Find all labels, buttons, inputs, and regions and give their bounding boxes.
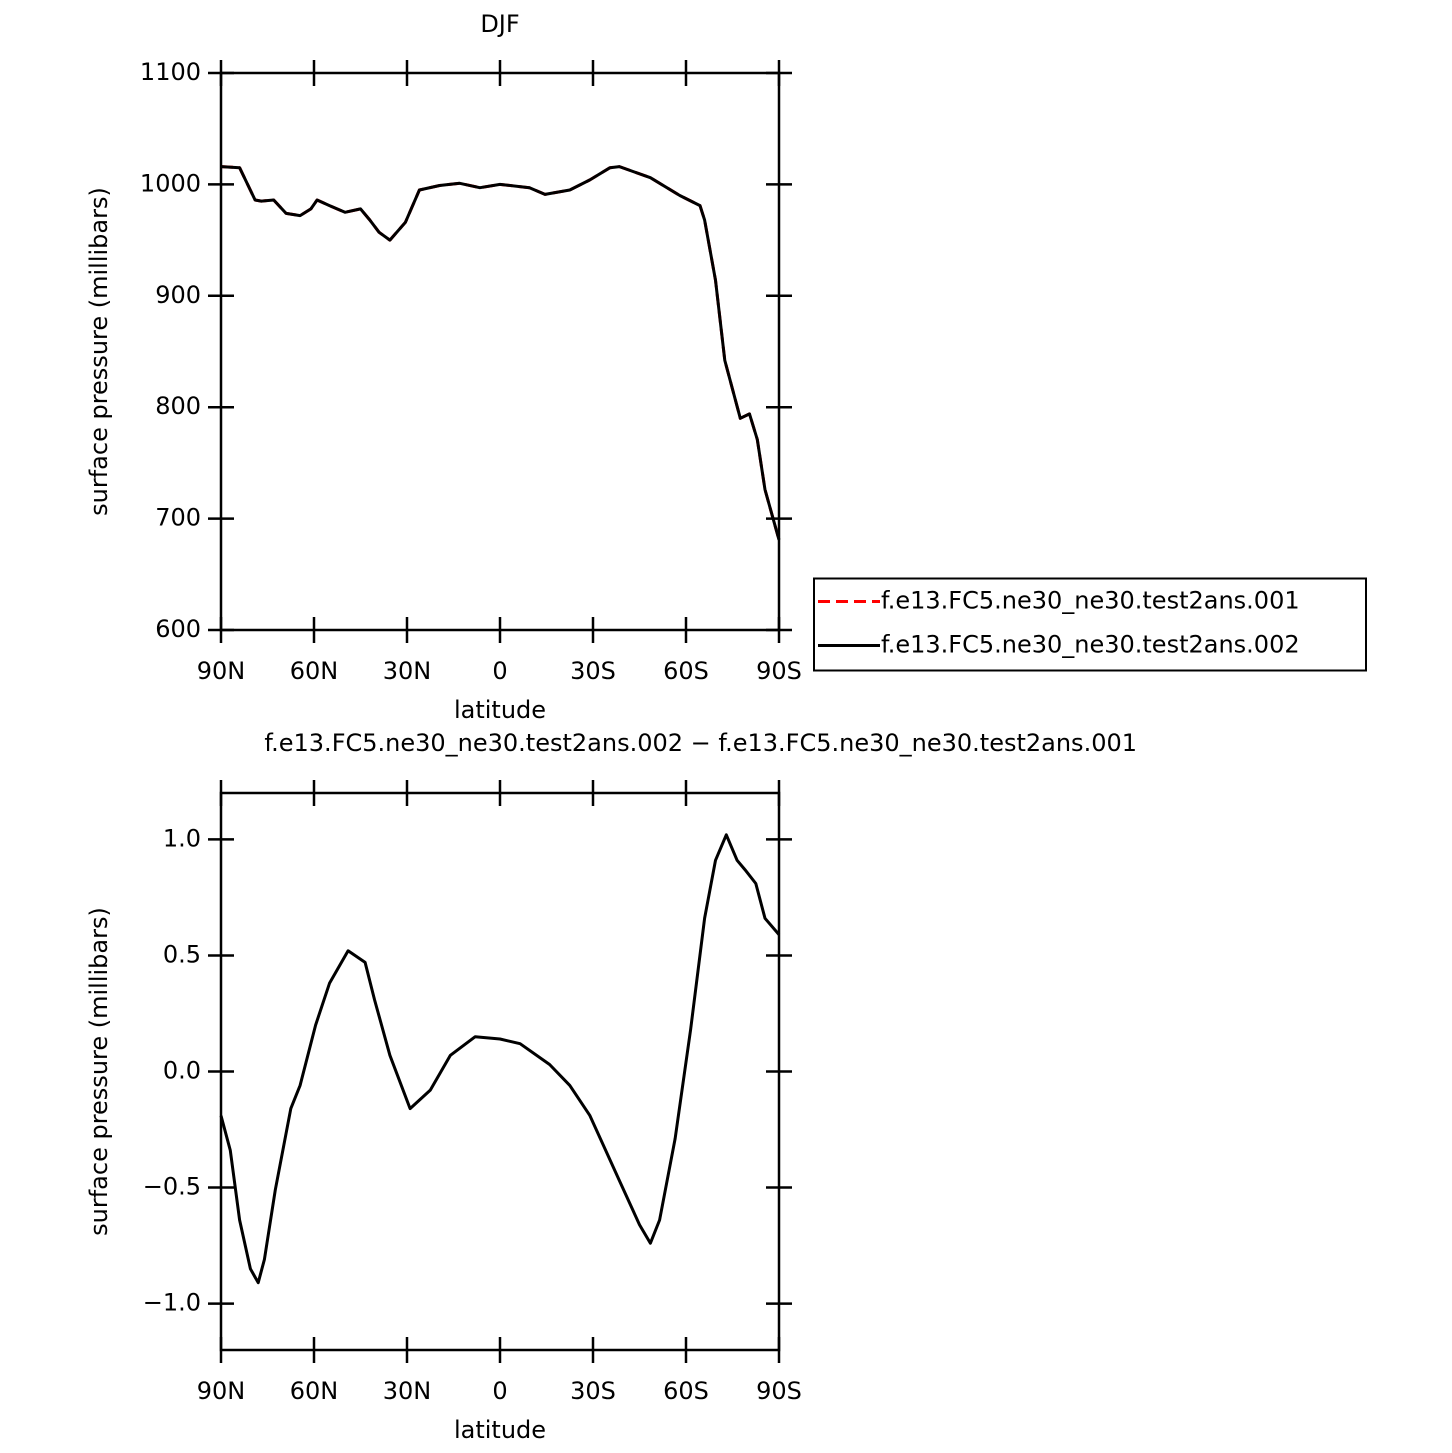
x-tick-label: 30S	[570, 1377, 616, 1405]
x-axis-label: latitude	[454, 1416, 546, 1444]
x-tick-label: 60S	[663, 1377, 709, 1405]
x-tick-label: 30N	[383, 1377, 432, 1405]
legend-label: f.e13.FC5.ne30_ne30.test2ans.001	[881, 587, 1300, 615]
y-tick-label: 1000	[140, 169, 201, 197]
y-axis-label: surface pressure (millibars)	[85, 187, 113, 516]
y-tick-label: 600	[155, 615, 201, 643]
y-axis-label: surface pressure (millibars)	[85, 907, 113, 1236]
y-tick-label: −1.0	[143, 1289, 201, 1317]
chart-title: DJF	[480, 10, 519, 38]
x-tick-label: 90N	[197, 1377, 246, 1405]
y-tick-label: 0.5	[163, 940, 201, 968]
data-line	[220, 165, 781, 541]
x-tick-label: 0	[492, 1377, 507, 1405]
data-line	[220, 165, 781, 541]
x-tick-label: 60N	[290, 657, 339, 685]
y-tick-label: −0.5	[143, 1173, 201, 1201]
x-tick-label: 30S	[570, 657, 616, 685]
chart-title: f.e13.FC5.ne30_ne30.test2ans.002 − f.e13…	[264, 729, 1137, 757]
x-tick-label: 0	[492, 657, 507, 685]
legend-label: f.e13.FC5.ne30_ne30.test2ans.002	[881, 631, 1300, 659]
x-axis-label: latitude	[454, 696, 546, 724]
y-tick-label: 1100	[140, 58, 201, 86]
x-tick-label: 90S	[756, 657, 802, 685]
y-tick-label: 700	[155, 504, 201, 532]
legend-box	[813, 577, 1367, 672]
y-tick-label: 900	[155, 281, 201, 309]
y-tick-label: 1.0	[163, 824, 201, 852]
x-tick-label: 60N	[290, 1377, 339, 1405]
x-tick-label: 30N	[383, 657, 432, 685]
y-tick-label: 800	[155, 392, 201, 420]
x-tick-label: 90S	[756, 1377, 802, 1405]
y-tick-label: 0.0	[163, 1057, 201, 1085]
plot-frame	[219, 71, 781, 632]
data-line	[219, 833, 781, 1285]
x-tick-label: 90N	[197, 657, 246, 685]
x-tick-label: 60S	[663, 657, 709, 685]
